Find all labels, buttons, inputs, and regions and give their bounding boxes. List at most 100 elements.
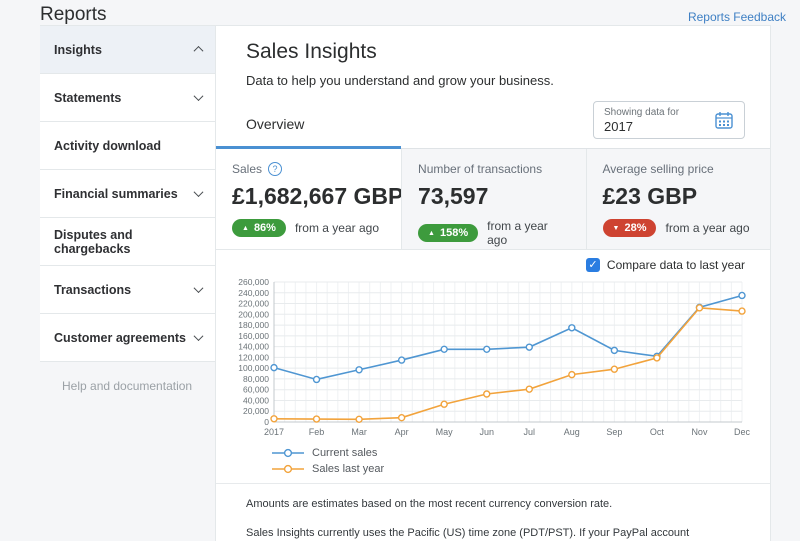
sidebar-item-customer-agreements[interactable]: Customer agreements <box>40 314 216 362</box>
data-point[interactable] <box>525 385 533 393</box>
arrow-up-icon: ▲ <box>242 224 249 232</box>
chevron-up-icon <box>193 45 204 56</box>
sidebar-item-label: Insights <box>54 42 102 57</box>
sidebar-item-transactions[interactable]: Transactions <box>40 266 216 314</box>
svg-text:Sep: Sep <box>606 427 622 437</box>
svg-text:220,000: 220,000 <box>238 299 269 309</box>
svg-text:80,000: 80,000 <box>243 374 269 384</box>
sidebar: Insights Statements Activity download Finan… <box>40 25 216 393</box>
chart-canvas: 020,00040,00060,00080,000100,000120,0001… <box>238 277 750 437</box>
arrow-up-icon: ▲ <box>428 229 435 237</box>
section-subtitle: Data to help you understand and grow you… <box>246 73 554 88</box>
sidebar-item-financial-summaries[interactable]: Financial summaries <box>40 170 216 218</box>
svg-text:May: May <box>436 427 454 437</box>
data-point[interactable] <box>610 346 619 355</box>
data-point[interactable] <box>525 343 533 351</box>
svg-text:180,000: 180,000 <box>238 320 269 330</box>
svg-text:140,000: 140,000 <box>238 342 269 352</box>
tab-bar-divider <box>401 148 770 149</box>
change-context: from a year ago <box>665 221 750 235</box>
data-point[interactable] <box>568 324 576 332</box>
metric-label: Sales <box>232 162 263 176</box>
sidebar-item-label: Activity download <box>54 138 161 153</box>
compare-checkbox[interactable]: ✓ <box>585 258 600 272</box>
series-line-sales-last-year <box>273 307 743 421</box>
change-percent: 86% <box>253 222 276 234</box>
data-point[interactable] <box>355 415 363 424</box>
data-point[interactable] <box>312 415 321 423</box>
svg-text:Nov: Nov <box>691 427 708 437</box>
legend-item-sales-last-year[interactable]: Sales last year <box>272 463 770 475</box>
data-point[interactable] <box>610 365 619 373</box>
reports-feedback-link[interactable]: Reports Feedback <box>687 10 786 24</box>
data-point[interactable] <box>738 307 746 315</box>
svg-text:Jul: Jul <box>524 427 536 437</box>
data-point[interactable] <box>483 390 491 398</box>
metric-label: Average selling price <box>602 162 714 176</box>
arrow-down-icon: ▼ <box>612 224 620 232</box>
chevron-down-icon <box>193 187 204 198</box>
footnote-text: Sales Insights currently uses the Pacifi… <box>246 526 690 539</box>
date-range-selector[interactable]: Showing data for 2017 <box>593 101 745 139</box>
data-point[interactable] <box>355 366 363 374</box>
data-point[interactable] <box>312 375 321 384</box>
change-percent: 158% <box>439 227 469 239</box>
svg-text:100,000: 100,000 <box>238 363 269 373</box>
tab-overview[interactable]: Overview <box>216 101 402 149</box>
legend-item-current-sales[interactable]: Current sales <box>272 447 770 459</box>
legend-label: Sales last year <box>312 463 385 475</box>
change-badge: ▼ 28% <box>602 219 657 237</box>
sidebar-item-help-and-documentation[interactable]: Help and documentation <box>62 379 193 393</box>
tab-overview-label: Overview <box>246 115 305 132</box>
svg-text:Jun: Jun <box>479 427 494 437</box>
svg-text:Feb: Feb <box>309 427 325 437</box>
data-point[interactable] <box>738 291 746 300</box>
legend-swatch-icon <box>272 464 304 474</box>
data-point[interactable] <box>483 345 491 354</box>
metric-number-of-transactions[interactable]: Number of transactions 73,597 ▲ 158% from a … <box>401 149 586 249</box>
data-point[interactable] <box>397 413 406 422</box>
svg-text:160,000: 160,000 <box>238 331 269 341</box>
data-point[interactable] <box>397 356 406 364</box>
section-title: Sales Insights <box>246 40 377 63</box>
svg-text:120,000: 120,000 <box>238 352 269 362</box>
footnote-text: Amounts are estimates based on the most … <box>246 498 613 510</box>
chevron-down-icon <box>193 91 204 102</box>
legend-label: Current sales <box>312 447 378 459</box>
svg-text:Mar: Mar <box>351 427 367 437</box>
data-point[interactable] <box>270 363 278 372</box>
change-context: from a year ago <box>487 219 548 247</box>
data-point[interactable] <box>270 415 278 423</box>
sidebar-item-activity-download[interactable]: Activity download <box>40 122 216 170</box>
sidebar-item-label: Financial summaries <box>54 186 178 201</box>
page-title: Reports <box>40 4 107 25</box>
data-point[interactable] <box>695 304 704 312</box>
sidebar-item-disputes-and-chargebacks[interactable]: Disputes and chargebacks <box>40 218 216 266</box>
sidebar-item-label: Customer agreements <box>54 330 186 345</box>
sidebar-items: Insights Statements Activity download Finan… <box>40 25 216 362</box>
metric-sales[interactable]: Sales? £1,682,667 GBP ▲ 86% from a year ago <box>216 149 403 249</box>
sidebar-item-label: Disputes and chargebacks <box>54 227 133 256</box>
series-line-current-sales <box>273 294 743 381</box>
data-point[interactable] <box>568 370 576 379</box>
svg-text:240,000: 240,000 <box>238 288 269 298</box>
svg-text:60,000: 60,000 <box>243 385 269 395</box>
metric-average-selling-price[interactable]: Average selling price £23 GBP ▼ 28% from a y… <box>585 149 770 249</box>
compare-row: ✓ Compare data to last year <box>216 250 770 272</box>
data-point[interactable] <box>440 345 448 354</box>
svg-text:0: 0 <box>264 417 269 427</box>
chart-legend: Current sales Sales last year <box>272 447 770 475</box>
sales-line-chart: 0 20,000 40,000 60,000 80,000 100,000 120,000 1… <box>228 274 770 447</box>
svg-text:Oct: Oct <box>650 427 665 437</box>
sidebar-item-insights[interactable]: Insights <box>40 26 216 74</box>
help-icon[interactable]: ? <box>268 162 283 176</box>
sidebar-item-statements[interactable]: Statements <box>40 74 216 122</box>
change-badge: ▲ 158% <box>418 224 479 242</box>
legend-swatch-icon <box>272 448 304 458</box>
svg-text:Aug: Aug <box>564 427 580 437</box>
footnotes: Amounts are estimates based on the most … <box>216 483 770 541</box>
svg-text:40,000: 40,000 <box>243 395 269 405</box>
data-point[interactable] <box>653 354 661 362</box>
data-point[interactable] <box>440 400 448 408</box>
